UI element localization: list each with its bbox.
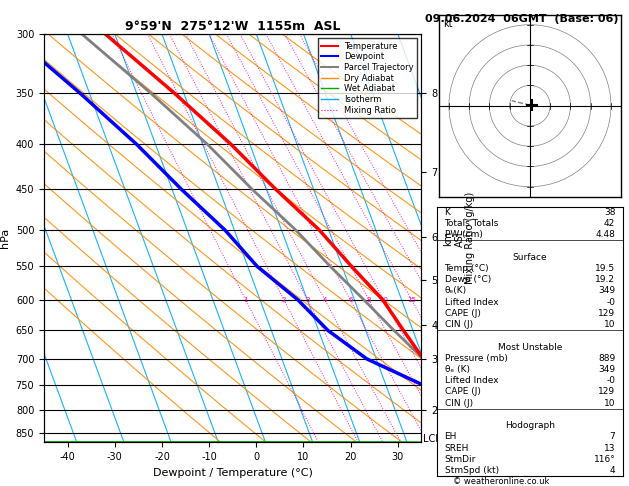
Text: 6: 6: [348, 297, 352, 303]
Text: Temp (°C): Temp (°C): [445, 264, 489, 273]
Text: 1: 1: [243, 297, 248, 303]
Text: CIN (J): CIN (J): [445, 320, 473, 329]
Text: 4: 4: [323, 297, 327, 303]
Text: 3: 3: [305, 297, 309, 303]
Text: Hodograph: Hodograph: [505, 421, 555, 430]
Text: 15: 15: [407, 297, 416, 303]
Text: 19.5: 19.5: [595, 264, 615, 273]
Text: CAPE (J): CAPE (J): [445, 309, 481, 318]
Y-axis label: km
ASL: km ASL: [443, 229, 465, 247]
Legend: Temperature, Dewpoint, Parcel Trajectory, Dry Adiabat, Wet Adiabat, Isotherm, Mi: Temperature, Dewpoint, Parcel Trajectory…: [318, 38, 417, 118]
Text: 7: 7: [610, 433, 615, 441]
Text: StmDir: StmDir: [445, 455, 476, 464]
Text: -0: -0: [606, 297, 615, 307]
Text: 129: 129: [598, 387, 615, 397]
Text: StmSpd (kt): StmSpd (kt): [445, 466, 499, 475]
Text: kt: kt: [443, 18, 452, 29]
Text: Pressure (mb): Pressure (mb): [445, 354, 508, 363]
Y-axis label: hPa: hPa: [0, 228, 10, 248]
Text: 2: 2: [282, 297, 286, 303]
Text: 19.2: 19.2: [595, 275, 615, 284]
Text: 889: 889: [598, 354, 615, 363]
Text: 42: 42: [604, 219, 615, 228]
Text: 38: 38: [604, 208, 615, 217]
Text: 10: 10: [604, 399, 615, 408]
Text: 13: 13: [604, 444, 615, 452]
Text: Surface: Surface: [513, 253, 547, 261]
Text: LCL: LCL: [423, 434, 440, 444]
Text: Lifted Index: Lifted Index: [445, 376, 498, 385]
Text: EH: EH: [445, 433, 457, 441]
Text: 4: 4: [610, 466, 615, 475]
Title: 9°59'N  275°12'W  1155m  ASL: 9°59'N 275°12'W 1155m ASL: [125, 20, 340, 33]
Text: PW (cm): PW (cm): [445, 230, 482, 239]
Text: 10: 10: [379, 297, 388, 303]
Text: Mixing Ratio (g/kg): Mixing Ratio (g/kg): [465, 192, 476, 284]
Text: SREH: SREH: [445, 444, 469, 452]
Text: θₑ (K): θₑ (K): [445, 365, 470, 374]
Text: CIN (J): CIN (J): [445, 399, 473, 408]
Text: CAPE (J): CAPE (J): [445, 387, 481, 397]
Text: Dewp (°C): Dewp (°C): [445, 275, 491, 284]
Text: 09.06.2024  06GMT  (Base: 06): 09.06.2024 06GMT (Base: 06): [425, 14, 618, 24]
Text: 129: 129: [598, 309, 615, 318]
Text: 116°: 116°: [594, 455, 615, 464]
Text: K: K: [445, 208, 450, 217]
Text: 349: 349: [598, 365, 615, 374]
Text: 8: 8: [367, 297, 371, 303]
X-axis label: Dewpoint / Temperature (°C): Dewpoint / Temperature (°C): [153, 468, 313, 478]
Text: Totals Totals: Totals Totals: [445, 219, 499, 228]
Text: θₑ(K): θₑ(K): [445, 286, 467, 295]
Text: 349: 349: [598, 286, 615, 295]
Text: Most Unstable: Most Unstable: [498, 343, 562, 351]
Text: -0: -0: [606, 376, 615, 385]
Text: © weatheronline.co.uk: © weatheronline.co.uk: [453, 477, 549, 486]
Text: 4.48: 4.48: [596, 230, 615, 239]
Text: 10: 10: [604, 320, 615, 329]
Text: Lifted Index: Lifted Index: [445, 297, 498, 307]
